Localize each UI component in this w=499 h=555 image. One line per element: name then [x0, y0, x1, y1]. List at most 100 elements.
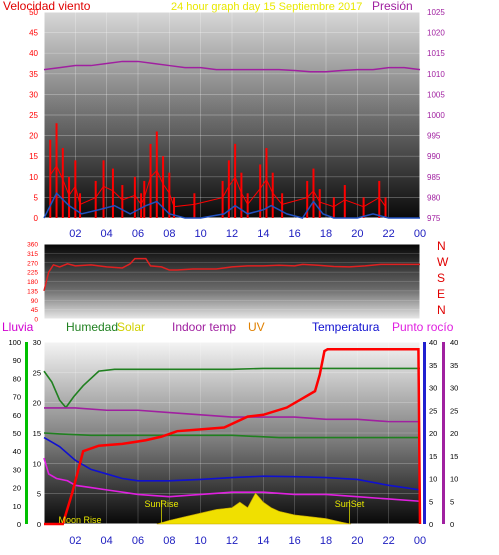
- legend-indoor: Indoor temp: [172, 320, 236, 334]
- humidity-line: [43, 367, 420, 409]
- time-tick-label: 04: [101, 535, 113, 547]
- compass-label: E: [437, 287, 445, 301]
- wind-tick-label: 0: [34, 214, 39, 223]
- dewpoint-tick-label: 5: [450, 497, 454, 506]
- pressure-tick-label: 1010: [427, 70, 445, 79]
- temperature-axis-bar: [423, 342, 426, 524]
- legend-humedad: Humedad: [66, 320, 118, 334]
- pressure-tick-label: 990: [427, 152, 441, 161]
- wind-tick-label: 35: [29, 70, 38, 79]
- pressure-tick-label: 985: [427, 173, 441, 182]
- time-tick-label: 14: [257, 228, 269, 240]
- temperature-humidity-chart: 0102030405060708090100051015202530051015…: [8, 338, 458, 547]
- humidity-tick-label: 10: [33, 459, 41, 468]
- legend-uv: UV: [248, 320, 265, 334]
- time-tick-label: 06: [132, 535, 144, 547]
- rain-tick-label: 80: [13, 374, 21, 383]
- time-tick-label: 22: [383, 535, 395, 547]
- dewpoint-tick-label: 20: [450, 429, 458, 438]
- time-tick-label: 16: [289, 535, 301, 547]
- rain-tick-label: 30: [13, 465, 21, 474]
- pressure-tick-label: 995: [427, 132, 441, 141]
- temperature-tick-label: 40: [429, 338, 437, 347]
- humidity-tick-label: 15: [33, 429, 41, 438]
- time-tick-label: 12: [226, 228, 238, 240]
- rain-tick-label: 10: [13, 502, 21, 511]
- wind-tick-label: 20: [29, 132, 38, 141]
- temperature-tick-label: 0: [429, 520, 433, 529]
- moonrise-label: Moon Rise: [59, 515, 102, 525]
- direction-tick-label: 135: [27, 288, 38, 295]
- pressure-line: [43, 60, 421, 73]
- humidity-tick-label: 5: [37, 490, 41, 499]
- dewpoint-tick-label: 10: [450, 475, 458, 484]
- wind-tick-label: 40: [29, 49, 38, 58]
- rain-tick-label: 90: [13, 356, 21, 365]
- time-tick-label: 04: [101, 228, 113, 240]
- humidity-tick-label: 0: [37, 520, 41, 529]
- wind-plot-area: [43, 11, 421, 219]
- time-tick-label: 20: [351, 535, 363, 547]
- temperature-tick-label: 5: [429, 497, 433, 506]
- wind-axis-title: Velocidad viento: [3, 0, 91, 13]
- pressure-tick-label: 975: [427, 214, 441, 223]
- time-tick-label: 22: [383, 228, 395, 240]
- humidity-tick-label: 30: [33, 338, 41, 347]
- time-tick-label: 12: [226, 535, 238, 547]
- wind-tick-label: 25: [29, 111, 38, 120]
- rain-tick-label: 60: [13, 411, 21, 420]
- dewpoint-tick-label: 30: [450, 384, 458, 393]
- time-tick-label: 18: [320, 228, 332, 240]
- temperature-tick-label: 10: [429, 475, 437, 484]
- compass-label: N: [437, 239, 446, 253]
- pressure-tick-label: 980: [427, 193, 441, 202]
- wind-tick-label: 15: [29, 152, 38, 161]
- wind-pressure-chart: Velocidad viento 24 hour graph day 15 Se…: [3, 0, 445, 240]
- bottom-legend: Lluvia Humedad Solar Indoor temp UV Temp…: [2, 320, 454, 334]
- wind-tick-label: 50: [29, 8, 38, 17]
- rain-tick-label: 0: [17, 520, 21, 529]
- humidity-tick-label: 20: [33, 399, 41, 408]
- dewpoint-tick-label: 40: [450, 338, 458, 347]
- time-tick-label: 06: [132, 228, 144, 240]
- time-tick-label: 08: [163, 228, 175, 240]
- legend-temperatura: Temperatura: [312, 320, 380, 334]
- direction-plot-area: [43, 243, 421, 320]
- pressure-axis-title: Presión: [372, 0, 413, 13]
- wind-direction-line: [43, 257, 420, 292]
- wind-tick-label: 30: [29, 90, 38, 99]
- wind-average-line: [43, 192, 420, 219]
- time-tick-label: 20: [351, 228, 363, 240]
- temperature-tick-label: 20: [429, 429, 437, 438]
- temperature-tick-label: 35: [429, 361, 437, 370]
- temperature-tick-label: 30: [429, 384, 437, 393]
- compass-label: S: [437, 271, 445, 285]
- solar-area: [156, 492, 352, 525]
- time-tick-label: 00: [414, 228, 426, 240]
- dewpoint-axis-bar: [442, 342, 445, 524]
- rain-tick-label: 50: [13, 429, 21, 438]
- wind-tick-label: 5: [34, 193, 39, 202]
- wind-speed-line: [49, 164, 386, 208]
- compass-label: N: [437, 303, 446, 317]
- pressure-tick-label: 1000: [427, 111, 445, 120]
- direction-tick-label: 225: [27, 270, 38, 277]
- direction-tick-label: 180: [27, 279, 38, 286]
- temperature-plot-area: [43, 341, 421, 525]
- time-tick-label: 18: [320, 535, 332, 547]
- direction-tick-label: 0: [34, 317, 38, 324]
- dewpoint-tick-label: 35: [450, 361, 458, 370]
- dewpoint-tick-label: 15: [450, 452, 458, 461]
- rain-tick-label: 70: [13, 393, 21, 402]
- compass-label: W: [437, 255, 449, 269]
- rain-tick-label: 40: [13, 447, 21, 456]
- sunrise-label: SunRise: [144, 499, 178, 509]
- direction-tick-label: 90: [31, 298, 39, 305]
- time-tick-label: 00: [414, 535, 426, 547]
- dewpoint-tick-label: 0: [450, 520, 454, 529]
- rain-tick-label: 100: [8, 338, 21, 347]
- humidity-tick-label: 25: [33, 368, 41, 377]
- pressure-tick-label: 1005: [427, 90, 445, 99]
- dewpoint-tick-label: 25: [450, 406, 458, 415]
